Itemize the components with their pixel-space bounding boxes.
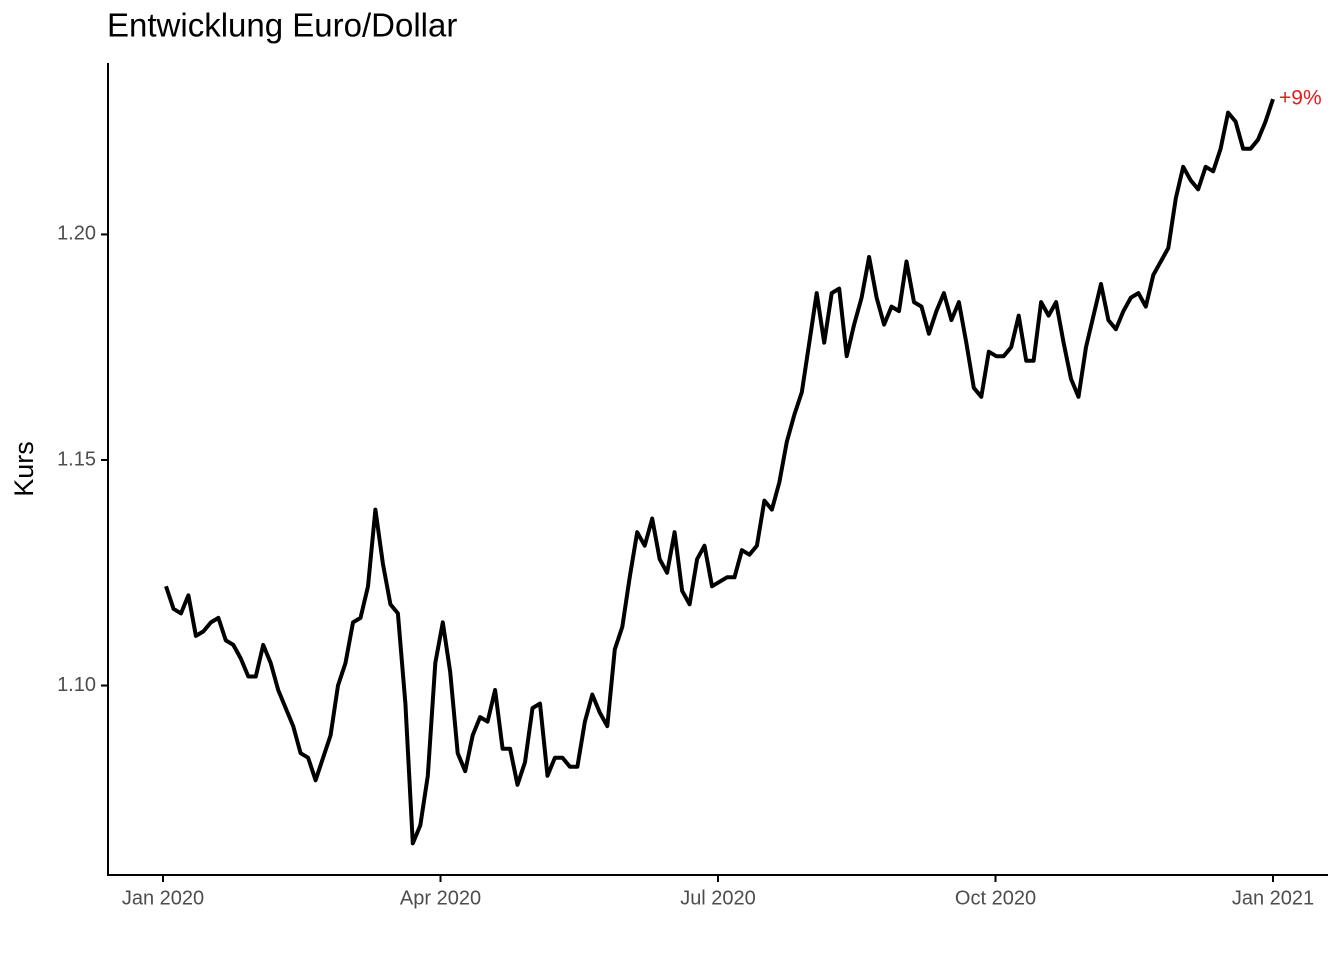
x-tick-label: Apr 2020 <box>400 887 481 909</box>
x-tick-label: Jan 2020 <box>122 887 204 909</box>
chart-title: Entwicklung Euro/Dollar <box>107 7 457 44</box>
line-series <box>164 98 1275 846</box>
x-tick-label: Oct 2020 <box>955 887 1036 909</box>
y-tick-label: 1.15 <box>57 448 96 470</box>
y-tick-label: 1.20 <box>57 223 96 245</box>
annotation: +9% <box>1279 87 1322 110</box>
y-axis-label: Kurs <box>9 441 39 497</box>
y-tick-label: 1.10 <box>57 674 96 696</box>
x-tick-label: Jul 2020 <box>680 887 756 909</box>
x-tick-label: Jan 2021 <box>1232 887 1314 909</box>
